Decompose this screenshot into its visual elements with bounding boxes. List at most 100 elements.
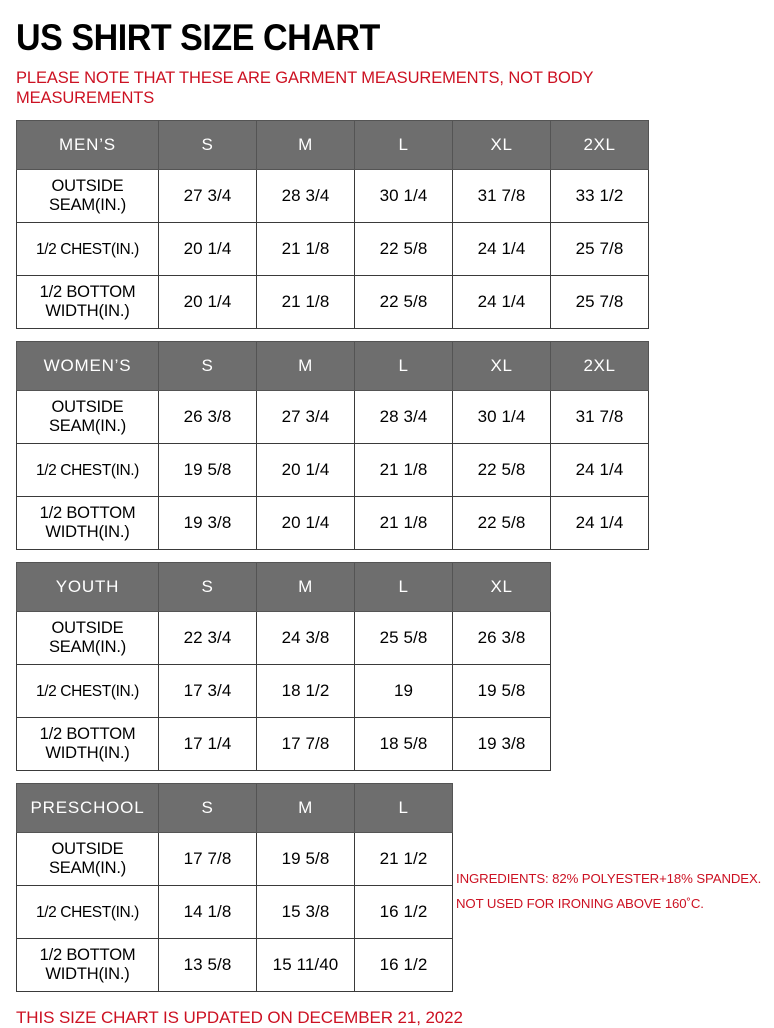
measurement-value: 16 1/2 xyxy=(354,885,453,939)
table-row: 1/2 CHEST(IN.) 20 1/4 21 1/8 22 5/8 24 1/4 25… xyxy=(16,222,649,276)
measurement-value: 22 3/4 xyxy=(158,611,257,665)
table-header-row: PRESCHOOL S M L xyxy=(16,783,453,833)
measurement-value: 21 1/8 xyxy=(256,275,355,329)
measurement-value: 18 1/2 xyxy=(256,664,355,718)
measurement-value: 16 1/2 xyxy=(354,938,453,992)
measurement-value: 17 3/4 xyxy=(158,664,257,718)
size-header-s: S xyxy=(158,120,257,170)
measurement-value: 30 1/4 xyxy=(452,390,551,444)
measurement-value: 17 7/8 xyxy=(158,832,257,886)
measurement-label: 1/2 BOTTOM WIDTH(IN.) xyxy=(16,496,159,550)
size-header-m: M xyxy=(256,120,355,170)
size-header-l: L xyxy=(354,341,453,391)
size-header-l: L xyxy=(354,562,453,612)
table-row: 1/2 BOTTOM WIDTH(IN.) 13 5/8 15 11/40 16 1/… xyxy=(16,938,453,992)
measurement-value: 21 1/2 xyxy=(354,832,453,886)
chart-updated-note: THIS SIZE CHART IS UPDATED ON DECEMBER 2… xyxy=(16,1008,463,1027)
table-row: 1/2 BOTTOM WIDTH(IN.) 17 1/4 17 7/8 18 5/8 1… xyxy=(16,717,551,771)
measurement-value: 24 1/4 xyxy=(452,222,551,276)
size-header-m: M xyxy=(256,562,355,612)
measurement-value: 19 3/8 xyxy=(452,717,551,771)
measurement-value: 21 1/8 xyxy=(256,222,355,276)
measurement-value: 19 5/8 xyxy=(158,443,257,497)
measurement-value: 13 5/8 xyxy=(158,938,257,992)
size-header-xl: XL xyxy=(452,562,551,612)
measurement-value: 21 1/8 xyxy=(354,443,453,497)
measurement-value: 20 1/4 xyxy=(256,443,355,497)
measurement-value: 27 3/4 xyxy=(158,169,257,223)
table-row: OUTSIDE SEAM(IN.) 22 3/4 24 3/8 25 5/8 26 3/… xyxy=(16,611,551,665)
measurement-label: 1/2 BOTTOM WIDTH(IN.) xyxy=(16,275,159,329)
size-table-preschool: PRESCHOOL S M L OUTSIDE SEAM(IN.) 17 7/8 19 5/… xyxy=(16,783,453,992)
measurement-value: 25 7/8 xyxy=(550,275,649,329)
measurement-label: 1/2 CHEST(IN.) xyxy=(16,885,159,939)
measurement-value: 27 3/4 xyxy=(256,390,355,444)
measurement-value: 30 1/4 xyxy=(354,169,453,223)
size-table-youth: YOUTH S M L XL OUTSIDE SEAM(IN.) 22 3/4 24 3/8 2… xyxy=(16,562,551,771)
size-header-m: M xyxy=(256,783,355,833)
measurement-value: 17 1/4 xyxy=(158,717,257,771)
measurement-value: 22 5/8 xyxy=(354,275,453,329)
garment-measurement-note: PLEASE NOTE THAT THESE ARE GARMENT MEASU… xyxy=(16,69,594,107)
measurement-value: 17 7/8 xyxy=(256,717,355,771)
measurement-label: 1/2 BOTTOM WIDTH(IN.) xyxy=(16,938,159,992)
size-header-m: M xyxy=(256,341,355,391)
ingredients-ironing-line: NOT USED FOR IRONING ABOVE 160˚C. xyxy=(456,896,704,911)
table-row: OUTSIDE SEAM(IN.) 27 3/4 28 3/4 30 1/4 31 7/… xyxy=(16,169,649,223)
measurement-value: 21 1/8 xyxy=(354,496,453,550)
measurement-value: 24 3/8 xyxy=(256,611,355,665)
measurement-value: 33 1/2 xyxy=(550,169,649,223)
size-table-womens: WOMEN’S S M L XL 2XL OUTSIDE SEAM(IN.) 26 3/8 27… xyxy=(16,341,649,550)
table-row: OUTSIDE SEAM(IN.) 26 3/8 27 3/4 28 3/4 30 1/… xyxy=(16,390,649,444)
measurement-value: 15 3/8 xyxy=(256,885,355,939)
size-header-2xl: 2XL xyxy=(550,120,649,170)
page-title: US SHIRT SIZE CHART xyxy=(16,17,380,58)
table-row: OUTSIDE SEAM(IN.) 17 7/8 19 5/8 21 1/2 xyxy=(16,832,453,886)
category-header: WOMEN’S xyxy=(16,341,159,391)
measurement-value: 26 3/8 xyxy=(158,390,257,444)
measurement-value: 22 5/8 xyxy=(354,222,453,276)
ingredients-note: INGREDIENTS: 82% POLYESTER+18% SPANDEX. … xyxy=(456,866,766,916)
measurement-value: 20 1/4 xyxy=(158,275,257,329)
table-row: 1/2 CHEST(IN.) 17 3/4 18 1/2 19 19 5/8 xyxy=(16,664,551,718)
measurement-value: 31 7/8 xyxy=(452,169,551,223)
measurement-value: 26 3/8 xyxy=(452,611,551,665)
measurement-label: 1/2 CHEST(IN.) xyxy=(16,443,159,497)
measurement-value: 20 1/4 xyxy=(256,496,355,550)
size-header-s: S xyxy=(158,562,257,612)
measurement-label: OUTSIDE SEAM(IN.) xyxy=(16,169,159,223)
size-header-s: S xyxy=(158,783,257,833)
table-header-row: MEN’S S M L XL 2XL xyxy=(16,120,649,170)
category-header: YOUTH xyxy=(16,562,159,612)
table-row: 1/2 BOTTOM WIDTH(IN.) 19 3/8 20 1/4 21 1/8 2… xyxy=(16,496,649,550)
measurement-value: 15 11/40 xyxy=(256,938,355,992)
measurement-value: 22 5/8 xyxy=(452,496,551,550)
measurement-value: 25 7/8 xyxy=(550,222,649,276)
size-tables-container: MEN’S S M L XL 2XL OUTSIDE SEAM(IN.) 27 3/4 28 3… xyxy=(16,120,758,992)
measurement-value: 19 3/8 xyxy=(158,496,257,550)
measurement-value: 31 7/8 xyxy=(550,390,649,444)
measurement-value: 19 xyxy=(354,664,453,718)
table-row: 1/2 BOTTOM WIDTH(IN.) 20 1/4 21 1/8 22 5/8 2… xyxy=(16,275,649,329)
category-header: MEN’S xyxy=(16,120,159,170)
size-header-xl: XL xyxy=(452,120,551,170)
measurement-value: 14 1/8 xyxy=(158,885,257,939)
table-header-row: WOMEN’S S M L XL 2XL xyxy=(16,341,649,391)
size-header-l: L xyxy=(354,120,453,170)
measurement-value: 19 5/8 xyxy=(452,664,551,718)
size-header-l: L xyxy=(354,783,453,833)
measurement-value: 28 3/4 xyxy=(256,169,355,223)
size-header-xl: XL xyxy=(452,341,551,391)
measurement-value: 24 1/4 xyxy=(452,275,551,329)
measurement-value: 22 5/8 xyxy=(452,443,551,497)
measurement-label: OUTSIDE SEAM(IN.) xyxy=(16,611,159,665)
size-header-2xl: 2XL xyxy=(550,341,649,391)
measurement-label: 1/2 CHEST(IN.) xyxy=(16,664,159,718)
size-header-s: S xyxy=(158,341,257,391)
measurement-value: 25 5/8 xyxy=(354,611,453,665)
category-header: PRESCHOOL xyxy=(16,783,159,833)
size-table-mens: MEN’S S M L XL 2XL OUTSIDE SEAM(IN.) 27 3/4 28 3… xyxy=(16,120,649,329)
table-header-row: YOUTH S M L XL xyxy=(16,562,551,612)
measurement-value: 19 5/8 xyxy=(256,832,355,886)
